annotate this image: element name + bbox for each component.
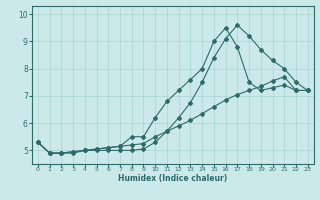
X-axis label: Humidex (Indice chaleur): Humidex (Indice chaleur) [118,174,228,183]
